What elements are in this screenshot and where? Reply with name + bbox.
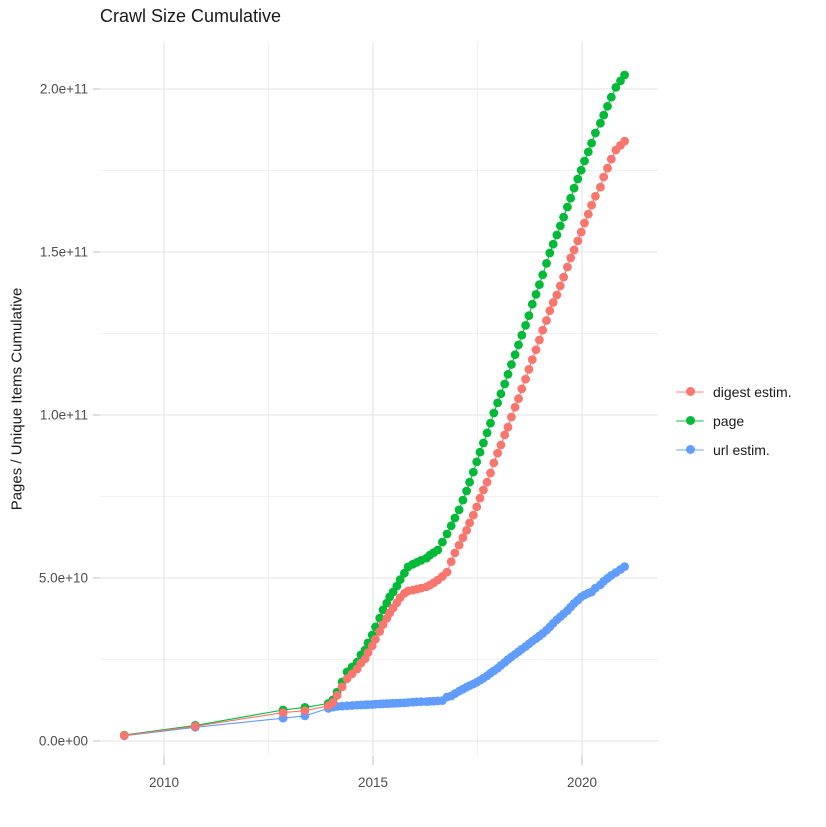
legend-label: page xyxy=(713,412,745,429)
x-tick-label: 2020 xyxy=(567,775,597,790)
chart-title: Crawl Size Cumulative xyxy=(100,6,282,26)
legend-label: url estim. xyxy=(713,441,770,458)
legend-item-page: page xyxy=(676,412,792,429)
x-tick-label: 2015 xyxy=(358,775,388,790)
legend-key-icon xyxy=(676,441,704,458)
y-tick-label: 2.0e+11 xyxy=(40,82,88,97)
gridlines-minor xyxy=(100,42,658,756)
gridlines-major xyxy=(100,42,658,756)
legend-key-icon xyxy=(676,383,704,400)
legend-item-digest-estim: digest estim. xyxy=(676,383,792,400)
y-axis-title: Pages / Unique Items Cumulative xyxy=(8,287,26,511)
axis-ticks xyxy=(93,88,583,765)
series-digest-estim xyxy=(119,136,629,740)
series-url-estim xyxy=(119,562,629,741)
y-tick-label: 0.0e+00 xyxy=(39,734,88,749)
x-tick-label: 2010 xyxy=(149,775,179,790)
legend-item-url-estim: url estim. xyxy=(676,441,792,458)
x-axis-tick-labels: 2010 2015 2020 xyxy=(149,775,597,790)
series-line-url-estim xyxy=(124,566,625,737)
legend-label: digest estim. xyxy=(713,383,792,400)
y-tick-label: 1.5e+11 xyxy=(40,245,88,260)
y-tick-label: 5.0e+10 xyxy=(39,571,88,586)
legend: digest estim. page url estim. xyxy=(676,383,792,458)
y-tick-label: 1.0e+11 xyxy=(40,408,88,423)
legend-key-icon xyxy=(676,412,704,429)
y-axis-tick-labels: 0.0e+00 5.0e+10 1.0e+11 1.5e+11 2.0e+11 xyxy=(39,82,88,749)
